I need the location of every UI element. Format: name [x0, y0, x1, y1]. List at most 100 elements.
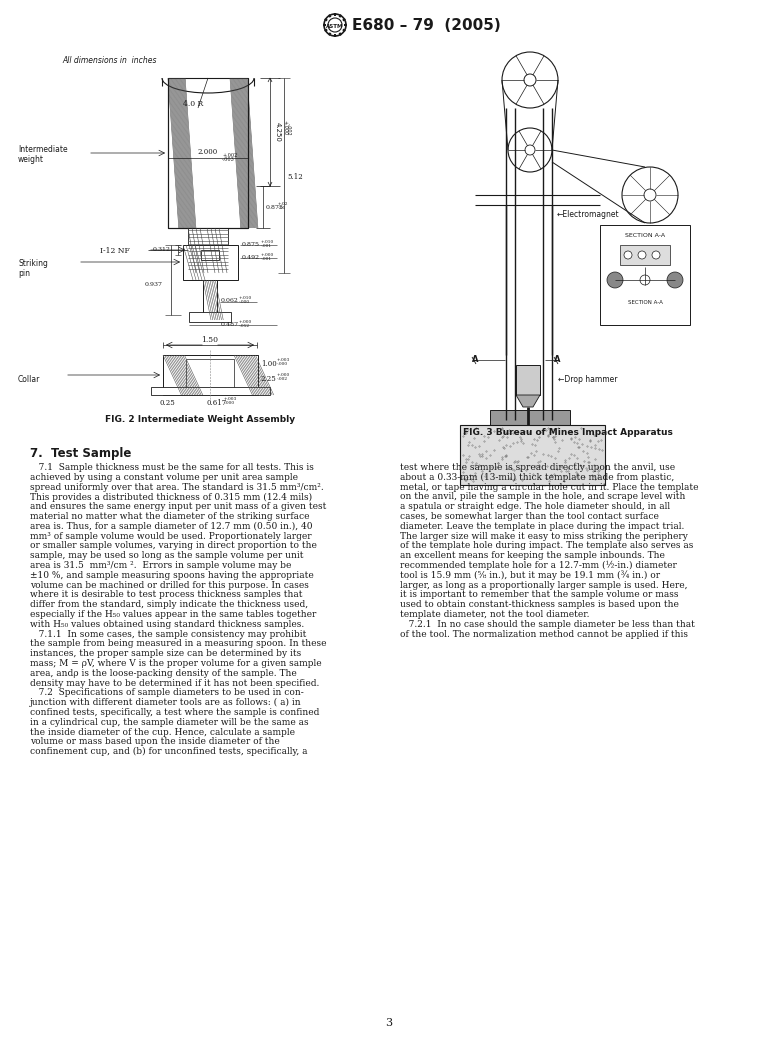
Text: 3: 3	[385, 1018, 393, 1029]
Bar	[201, 250, 219, 260]
Text: E680 – 79  (2005): E680 – 79 (2005)	[352, 18, 501, 33]
Text: The larger size will make it easy to miss striking the periphery: The larger size will make it easy to mis…	[400, 532, 688, 540]
Bar	[183, 245, 238, 280]
Text: and ensures the same energy input per unit mass of a given test: and ensures the same energy input per un…	[30, 502, 327, 511]
Text: 0.875: 0.875	[242, 242, 260, 247]
Text: or smaller sample volumes, varying in direct proportion to the: or smaller sample volumes, varying in di…	[30, 541, 317, 551]
Text: differ from the standard, simply indicate the thickness used,: differ from the standard, simply indicat…	[30, 601, 308, 609]
Bar	[168, 78, 248, 228]
Text: about a 0.33-mm (13-mil) thick template made from plastic,: about a 0.33-mm (13-mil) thick template …	[400, 473, 675, 482]
Text: material no matter what the diameter of the striking surface: material no matter what the diameter of …	[30, 512, 310, 520]
Text: ±10 %, and sample measuring spoons having the appropriate: ±10 %, and sample measuring spoons havin…	[30, 570, 314, 580]
Bar	[186, 359, 234, 395]
Text: -.001: -.001	[261, 257, 272, 261]
Text: Intermediate
weight: Intermediate weight	[18, 145, 68, 164]
Text: density may have to be determined if it has not been specified.: density may have to be determined if it …	[30, 679, 320, 688]
Text: with H₅₀ values obtained using standard thickness samples.: with H₅₀ values obtained using standard …	[30, 619, 304, 629]
Text: +.000: +.000	[261, 253, 275, 257]
Text: SECTION A-A: SECTION A-A	[628, 300, 662, 305]
Text: +.003: +.003	[277, 358, 290, 362]
Text: 0.875: 0.875	[266, 205, 284, 210]
Text: volume or mass based upon the inside diameter of the: volume or mass based upon the inside dia…	[30, 737, 280, 746]
Text: -.002: -.002	[277, 377, 288, 381]
Text: -.052: -.052	[239, 324, 250, 328]
Text: This provides a distributed thickness of 0.315 mm (12.4 mils): This provides a distributed thickness of…	[30, 492, 312, 502]
Text: a spatula or straight edge. The hole diameter should, in all: a spatula or straight edge. The hole dia…	[400, 502, 670, 511]
Circle shape	[652, 251, 660, 259]
Text: area, andρ is the loose-packing density of the sample. The: area, andρ is the loose-packing density …	[30, 668, 296, 678]
Text: +.000: +.000	[282, 120, 287, 134]
Text: -.001: -.001	[261, 244, 272, 248]
Text: 7.1.1  In some cases, the sample consistency may prohibit: 7.1.1 In some cases, the sample consiste…	[30, 630, 307, 638]
Text: All dimensions in  inches: All dimensions in inches	[62, 56, 156, 65]
Text: 0.062: 0.062	[221, 298, 239, 303]
Text: 4.250: 4.250	[275, 122, 281, 142]
Text: 1.50: 1.50	[202, 336, 219, 344]
Text: ←Electromagnet: ←Electromagnet	[557, 210, 619, 219]
Circle shape	[640, 275, 650, 285]
Text: of the template hole during impact. The template also serves as: of the template hole during impact. The …	[400, 541, 693, 551]
Circle shape	[638, 251, 646, 259]
Text: instances, the proper sample size can be determined by its: instances, the proper sample size can be…	[30, 650, 301, 658]
Text: 4.0 R: 4.0 R	[183, 100, 203, 108]
Text: ←Drop hammer: ←Drop hammer	[558, 375, 618, 384]
Text: diameter. Leave the template in place during the impact trial.: diameter. Leave the template in place du…	[400, 522, 685, 531]
Text: 2.25: 2.25	[261, 375, 277, 383]
Text: tool is 15.9 mm (⅝ in.), but it may be 19.1 mm (¾ in.) or: tool is 15.9 mm (⅝ in.), but it may be 1…	[400, 570, 660, 581]
Bar	[516, 365, 540, 395]
Text: 7.1  Sample thickness must be the same for all tests. This is: 7.1 Sample thickness must be the same fo…	[30, 463, 314, 472]
Circle shape	[607, 272, 623, 288]
Text: 0.937: 0.937	[145, 282, 163, 287]
Text: A: A	[472, 355, 478, 364]
Text: -.01: -.01	[278, 206, 286, 210]
Bar	[151, 387, 270, 395]
Bar	[620, 245, 670, 265]
Text: A: A	[554, 355, 560, 364]
Bar	[600, 225, 690, 325]
Text: FIG. 2 Intermediate Weight Assembly: FIG. 2 Intermediate Weight Assembly	[105, 415, 295, 424]
Text: achieved by using a constant volume per unit area sample: achieved by using a constant volume per …	[30, 473, 298, 482]
Polygon shape	[516, 395, 540, 407]
Text: +.003: +.003	[224, 397, 237, 401]
Text: 7.  Test Sample: 7. Test Sample	[30, 447, 131, 460]
Bar	[203, 280, 217, 320]
Text: 1.00: 1.00	[261, 360, 277, 369]
Text: Striking
pin: Striking pin	[18, 259, 48, 278]
Text: junction with different diameter tools are as follows: ( a) in: junction with different diameter tools a…	[30, 699, 302, 707]
Text: confinement cup, and (b) for unconfined tests, specifically, a: confinement cup, and (b) for unconfined …	[30, 747, 307, 757]
Text: the sample from being measured in a measuring spoon. In these: the sample from being measured in a meas…	[30, 639, 327, 649]
Text: SECTION A-A: SECTION A-A	[625, 233, 665, 238]
Text: +.010: +.010	[261, 240, 275, 244]
Text: confined tests, specifically, a test where the sample is confined: confined tests, specifically, a test whe…	[30, 708, 320, 717]
Text: -.003: -.003	[222, 157, 235, 162]
Text: -.000: -.000	[224, 401, 235, 405]
Text: the inside diameter of the cup. Hence, calculate a sample: the inside diameter of the cup. Hence, c…	[30, 728, 295, 737]
Text: 2.000: 2.000	[198, 148, 218, 156]
Text: 7.2.1  In no case should the sample diameter be less than that: 7.2.1 In no case should the sample diame…	[400, 619, 695, 629]
Text: Collar: Collar	[18, 375, 40, 384]
Text: metal, or tape having a circular hole cut in it. Place the template: metal, or tape having a circular hole cu…	[400, 483, 699, 491]
Text: -.000: -.000	[277, 362, 288, 366]
Text: 0.617: 0.617	[207, 399, 227, 407]
Text: 7.2  Specifications of sample diameters to be used in con-: 7.2 Specifications of sample diameters t…	[30, 688, 303, 697]
Text: template diameter, not the tool diameter.: template diameter, not the tool diameter…	[400, 610, 590, 619]
Text: in a cylindrical cup, the sample diameter will be the same as: in a cylindrical cup, the sample diamete…	[30, 718, 309, 727]
Text: spread uniformly over that area. The standard is 31.5 mm³/cm².: spread uniformly over that area. The sta…	[30, 483, 324, 491]
Text: 0.312: 0.312	[153, 247, 171, 252]
Text: -.002: -.002	[286, 123, 291, 135]
Text: larger, as long as a proportionally larger sample is used. Here,: larger, as long as a proportionally larg…	[400, 581, 688, 589]
Text: of the tool. The normalization method cannot be applied if this: of the tool. The normalization method ca…	[400, 630, 688, 638]
Bar	[460, 425, 605, 485]
Text: where it is desirable to test process thickness samples that: where it is desirable to test process th…	[30, 590, 303, 600]
Text: test where the sample is spread directly upon the anvil, use: test where the sample is spread directly…	[400, 463, 675, 472]
Text: +.002: +.002	[222, 153, 237, 158]
Text: 5.12: 5.12	[287, 173, 303, 181]
Text: recommended template hole for a 12.7-mm (½-in.) diameter: recommended template hole for a 12.7-mm …	[400, 561, 677, 570]
Text: +.02: +.02	[278, 202, 289, 206]
Text: 0.25: 0.25	[160, 399, 176, 407]
Text: +.010: +.010	[239, 296, 252, 300]
Text: it is important to remember that the sample volume or mass: it is important to remember that the sam…	[400, 590, 678, 600]
Bar	[490, 410, 570, 425]
Text: an excellent means for keeping the sample inbounds. The: an excellent means for keeping the sampl…	[400, 551, 665, 560]
Circle shape	[667, 272, 683, 288]
